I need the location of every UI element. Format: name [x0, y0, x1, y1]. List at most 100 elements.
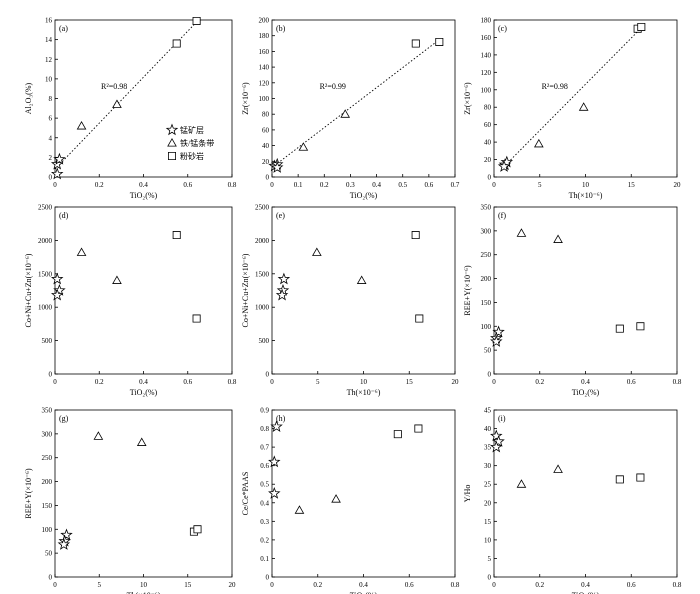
panel-d: 0 0.2 0.4 0.6 0.8 0 500 1000 1500 2000 2500 TiO₂(%)… — [24, 204, 237, 398]
x-tick-label: 0.4 — [372, 181, 381, 189]
triangle-point — [112, 99, 122, 108]
y-tick-label: 10 — [484, 536, 492, 544]
square-point — [172, 231, 181, 240]
x-tick-label: 0.8 — [673, 581, 682, 589]
x-tick-label: 0.4 — [581, 581, 590, 589]
y-tick-label: 2000 — [255, 237, 270, 245]
x-tick-label: 0.5 — [398, 181, 407, 189]
star-point — [497, 159, 511, 172]
x-tick-label: 15 — [628, 181, 636, 189]
y-axis-label: REE+Y(×10⁻⁶) — [463, 265, 472, 316]
square-point — [411, 231, 420, 240]
x-tick-label: 0.8 — [451, 581, 460, 589]
y-tick-label: 160 — [481, 34, 492, 42]
triangle-point — [553, 464, 563, 473]
legend-label: 铁/锰条带 — [180, 138, 214, 148]
x-axis-label: TiO₂(%) — [130, 388, 158, 397]
y-tick-label: 0.8 — [260, 425, 269, 433]
triangle-point — [340, 109, 351, 118]
y-tick-label: 20 — [262, 158, 270, 166]
panel-label: (c) — [498, 24, 507, 33]
star-point — [53, 152, 66, 165]
square-point — [393, 430, 402, 439]
y-tick-label: 100 — [481, 86, 492, 94]
square-point — [192, 314, 201, 323]
y-tick-label: 40 — [262, 142, 270, 150]
y-axis-label: REE+Y(×10⁻⁶) — [24, 468, 33, 519]
triangle-point — [553, 234, 563, 243]
x-tick-label: 10 — [582, 181, 590, 189]
panel-g: 05101520050100150200250300350Th(×10⁻⁶)RE… — [24, 407, 236, 594]
y-tick-label: 1500 — [38, 270, 53, 278]
x-tick-label: 0.2 — [535, 581, 544, 589]
panel-b: 0 0.1 0.2 0.3 0.4 0.5 0.6 0.7 0 20 40 60 80 100 120 140… — [241, 17, 460, 201]
y-tick-label: 80 — [484, 104, 492, 112]
square-point — [172, 39, 181, 48]
x-axis-label: TiO₂(%) — [130, 191, 158, 200]
y-tick-label: 180 — [481, 17, 492, 25]
legend-label: 锰矿层 — [180, 125, 204, 135]
panel-label: (e) — [276, 211, 285, 220]
x-axis-label: TiO₂(%) — [350, 591, 378, 594]
triangle-point — [516, 479, 527, 488]
r-squared-label: R²=0.98 — [101, 82, 127, 91]
y-tick-label: 150 — [481, 299, 492, 307]
y-tick-label: 0.5 — [260, 481, 269, 489]
y-tick-label: 100 — [259, 95, 270, 103]
x-tick-label: 0.8 — [228, 181, 237, 189]
star-point — [268, 455, 281, 468]
y-tick-label: 0.7 — [260, 444, 269, 452]
y-axis-label: Al₂O₃(%) — [24, 82, 33, 114]
star-point — [60, 528, 73, 541]
x-tick-label: 0.6 — [405, 581, 414, 589]
x-tick-label: 0 — [270, 181, 274, 189]
x-tick-label: 0.6 — [183, 181, 192, 189]
y-tick-label: 140 — [481, 51, 492, 59]
x-tick-label: 5 — [98, 581, 102, 589]
y-tick-label: 300 — [481, 227, 492, 235]
y-tick-label: 300 — [42, 430, 53, 438]
star-point — [270, 420, 283, 432]
y-tick-label: 0 — [49, 574, 53, 582]
x-tick-label: 10 — [140, 581, 148, 589]
panel-label: (d) — [59, 211, 69, 220]
trend-line — [502, 26, 643, 168]
square-point — [414, 424, 423, 433]
x-tick-label: 0.7 — [451, 181, 460, 189]
y-tick-label: 35 — [484, 444, 492, 452]
x-tick-label: 0 — [492, 181, 496, 189]
x-tick-label: 0 — [492, 581, 496, 589]
trend-line — [271, 39, 440, 168]
panel-i: 0 0.2 0.4 0.6 0.8 0 5 10 15 20 25 30 35 40 45 TiO₂(%) Y/… — [463, 407, 682, 594]
legend-marker-star — [165, 123, 179, 136]
x-tick-label: 0.3 — [346, 181, 355, 189]
y-tick-label: 120 — [259, 79, 270, 87]
triangle-point — [331, 494, 341, 503]
plot-frame — [493, 409, 678, 578]
y-tick-label: 350 — [481, 204, 492, 212]
square-point — [615, 324, 624, 333]
x-tick-label: 5 — [316, 378, 320, 386]
x-tick-label: 0 — [270, 378, 274, 386]
x-tick-label: 0.2 — [95, 378, 104, 386]
x-tick-label: 0 — [53, 581, 57, 589]
y-tick-label: 14 — [45, 36, 53, 44]
x-tick-label: 0.6 — [627, 581, 636, 589]
x-tick-label: 0.4 — [359, 581, 368, 589]
y-tick-label: 1000 — [38, 304, 53, 312]
y-axis-label: Y/Ho — [463, 485, 472, 503]
r-squared-label: R²=0.99 — [320, 82, 346, 91]
panel-h: 0 0.2 0.4 0.6 0.8 0 0.1 0.2 0.3 0.4 0.5 0.6 0.7 0.8 0.… — [241, 407, 460, 594]
y-tick-label: 10 — [45, 75, 53, 83]
triangle-point — [76, 247, 87, 256]
x-tick-label: 0.6 — [183, 378, 192, 386]
panel-label: (h) — [276, 414, 286, 423]
panel-label: (f) — [498, 211, 506, 220]
y-tick-label: 40 — [484, 425, 492, 433]
legend-marker-triangle — [167, 138, 177, 147]
star-point — [271, 161, 284, 173]
triangle-point — [356, 275, 367, 284]
y-axis-label: Co+Ni+Cu+Zn(×10⁻⁶) — [241, 253, 250, 327]
y-tick-label: 0 — [488, 174, 492, 182]
